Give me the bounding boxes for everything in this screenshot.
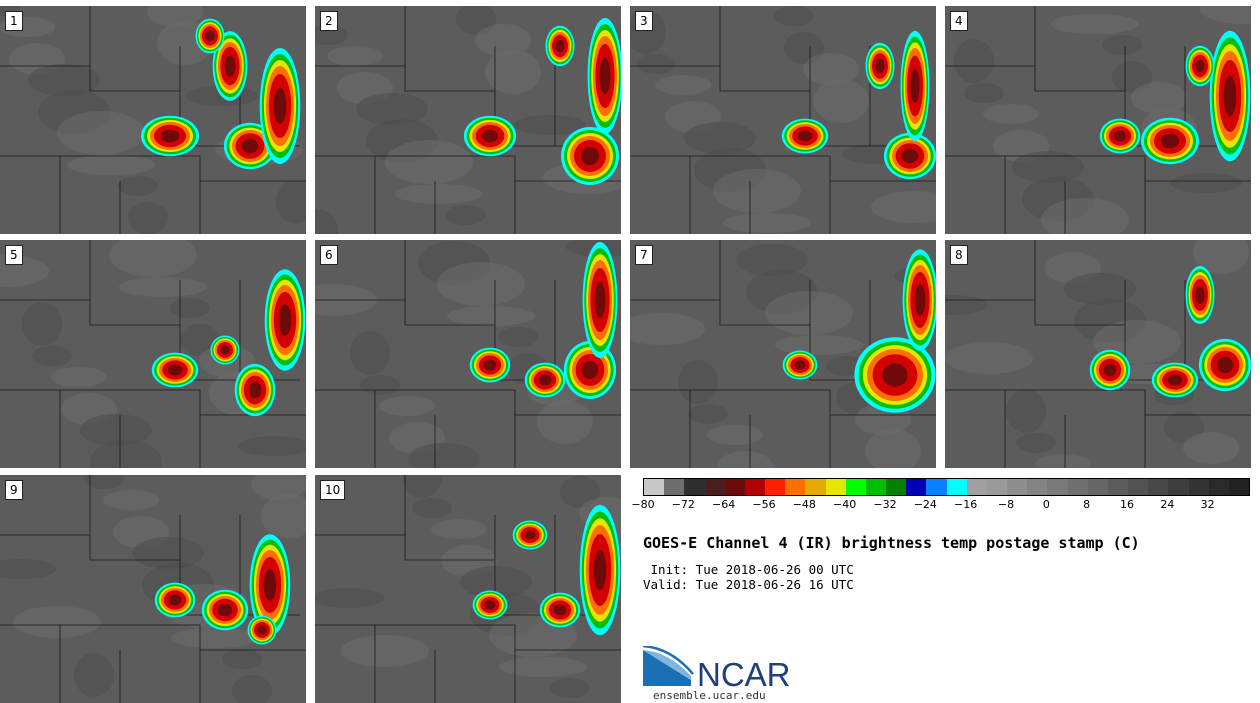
colorbar-swatch [765,479,786,495]
panel-label: 2 [320,11,338,31]
colorbar-tick-label: −64 [712,498,736,511]
colorbar-swatch [865,479,887,495]
map-3 [630,6,936,234]
colorbar-swatch [744,479,766,495]
colorbar-swatch [1168,479,1189,495]
map-panel: 1 [0,6,306,234]
panel-label: 7 [635,245,653,265]
colorbar-swatch [966,479,987,495]
map-panel: 5 [0,240,306,468]
colorbar-swatch [1188,479,1209,495]
panel-label: 10 [320,480,346,500]
colorbar-swatch [704,479,725,495]
map-1 [0,6,306,234]
colorbar-tick-label: −8 [997,498,1015,511]
init-time: Init: Tue 2018-06-26 00 UTC [643,562,854,577]
map-panel: 9 [0,475,306,703]
colorbar-swatch [986,479,1008,495]
colorbar-tick-label: −32 [873,498,897,511]
panel-label: 4 [950,11,968,31]
colorbar-tick-label: −40 [833,498,857,511]
colorbar-swatch [1067,479,1088,495]
colorbar-swatch [845,479,866,495]
colorbar-swatch [684,479,705,495]
colorbar-swatch [825,479,846,495]
map-4 [945,6,1251,234]
colorbar-swatch [644,479,665,495]
map-panel: 3 [630,6,936,234]
colorbar-tick-label: −16 [954,498,978,511]
colorbar-swatch [1228,479,1250,495]
logo-text: NCAR [697,656,791,690]
colorbar-swatch [926,479,947,495]
colorbar-swatch [785,479,806,495]
map-7 [630,240,936,468]
colorbar-swatch [1047,479,1068,495]
valid-time: Valid: Tue 2018-06-26 16 UTC [643,577,854,592]
map-10 [315,475,621,703]
colorbar-tick-label: −48 [792,498,816,511]
colorbar-swatch [724,479,745,495]
colorbar-tick-label: 8 [1083,498,1091,511]
colorbar-ticks: −80 −72 −64 −56 −48 −40 −32 −24 −16 −8 0 8 16 24 32 [631,498,1248,514]
colorbar-tick-label: −72 [671,498,695,511]
map-panel: 8 [945,240,1251,468]
colorbar-tick-label: 0 [1042,498,1050,511]
panel-label: 5 [5,245,23,265]
panel-label: 8 [950,245,968,265]
colorbar-tick-label: 16 [1120,498,1134,511]
map-panel: 4 [945,6,1251,234]
colorbar-swatch [1087,479,1108,495]
colorbar-tick-label: −24 [913,498,937,511]
map-panel: 2 [315,6,621,234]
colorbar-swatch [664,479,685,495]
colorbar-tick-label: −56 [752,498,776,511]
site-url[interactable]: ensemble.ucar.edu [653,689,766,702]
colorbar-swatch [1107,479,1129,495]
colorbar-swatch [886,479,907,495]
colorbar-swatch [906,479,927,495]
colorbar-swatch [1007,479,1028,495]
panel-label: 6 [320,245,338,265]
map-panel: 7 [630,240,936,468]
colorbar-swatch [1148,479,1169,495]
map-8 [945,240,1251,468]
colorbar-tick-label: 24 [1160,498,1175,511]
colorbar-swatch [1208,479,1229,495]
ncar-logo: NCAR [643,646,791,690]
map-panel: 6 [315,240,621,468]
colorbar-swatch [805,479,826,495]
colorbar [643,478,1250,496]
colorbar-swatch [1128,479,1149,495]
map-panel: 10 [315,475,621,703]
map-5 [0,240,306,468]
map-2 [315,6,621,234]
colorbar-swatch [946,479,967,495]
figure-title: GOES-E Channel 4 (IR) brightness temp po… [643,534,1140,552]
panel-label: 1 [5,11,23,31]
panel-label: 3 [635,11,653,31]
panel-label: 9 [5,480,23,500]
map-9 [0,475,306,703]
colorbar-swatch [1027,479,1048,495]
colorbar-tick-label: −80 [631,498,655,511]
map-6 [315,240,621,468]
colorbar-tick-label: 32 [1200,498,1215,511]
